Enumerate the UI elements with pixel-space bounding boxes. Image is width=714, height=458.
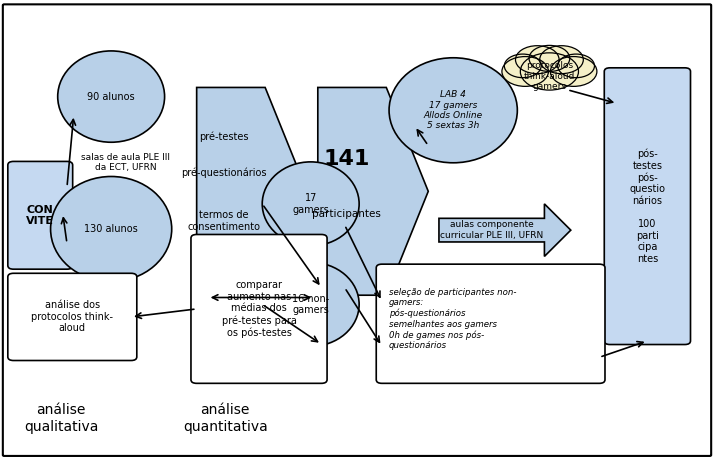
FancyBboxPatch shape — [3, 4, 711, 456]
Text: pré-testes: pré-testes — [199, 131, 248, 142]
Ellipse shape — [262, 262, 359, 346]
Ellipse shape — [262, 162, 359, 246]
Ellipse shape — [502, 57, 548, 87]
Text: 90 alunos: 90 alunos — [87, 92, 135, 102]
Polygon shape — [439, 204, 570, 256]
Text: salas de aula PLE III
da ECT, UFRN: salas de aula PLE III da ECT, UFRN — [81, 153, 170, 173]
Text: análise dos
protocolos think-
aloud: análise dos protocolos think- aloud — [31, 300, 114, 333]
Ellipse shape — [516, 46, 559, 74]
Text: pós-
testes
pós-
questio
nários

100
parti
cipa
ntes: pós- testes pós- questio nários 100 part… — [629, 148, 665, 264]
Ellipse shape — [389, 58, 518, 163]
Text: 16 non-
gamers: 16 non- gamers — [292, 294, 329, 315]
Ellipse shape — [529, 45, 570, 71]
FancyBboxPatch shape — [8, 273, 137, 360]
Polygon shape — [318, 87, 428, 295]
FancyBboxPatch shape — [191, 234, 327, 383]
Ellipse shape — [558, 54, 595, 78]
Text: CON
VITE: CON VITE — [26, 205, 54, 226]
Text: 130 alunos: 130 alunos — [84, 224, 138, 234]
Text: análise
quantitativa: análise quantitativa — [183, 403, 268, 434]
Ellipse shape — [51, 176, 172, 282]
Ellipse shape — [540, 46, 583, 74]
Ellipse shape — [521, 53, 578, 90]
Ellipse shape — [504, 54, 541, 78]
Text: termos de
consentimento: termos de consentimento — [187, 210, 261, 232]
Text: comparar
aumento nas
médias dos
pré-testes para
os pós-testes: comparar aumento nas médias dos pré-test… — [221, 280, 296, 338]
Text: protocolos
think-aloud
gamers: protocolos think-aloud gamers — [523, 61, 575, 91]
Ellipse shape — [550, 57, 597, 87]
Text: participantes: participantes — [312, 209, 381, 219]
FancyBboxPatch shape — [8, 161, 73, 269]
Text: aulas componente
curricular PLE III, UFRN: aulas componente curricular PLE III, UFR… — [440, 220, 543, 240]
Text: LAB 4
17 gamers
Allods Online
5 sextas 3h: LAB 4 17 gamers Allods Online 5 sextas 3… — [423, 90, 483, 131]
Polygon shape — [196, 87, 307, 295]
Text: 141: 141 — [323, 149, 370, 169]
Text: 17
gamers: 17 gamers — [292, 193, 329, 215]
Ellipse shape — [58, 51, 165, 142]
Text: seleção de participantes non-
gamers:
pós-questionários
semelhantes aos gamers
0: seleção de participantes non- gamers: pó… — [389, 288, 516, 350]
Text: análise
qualitativa: análise qualitativa — [24, 403, 99, 434]
FancyBboxPatch shape — [376, 264, 605, 383]
FancyBboxPatch shape — [604, 68, 690, 344]
Text: pré-questionários: pré-questionários — [181, 168, 266, 178]
